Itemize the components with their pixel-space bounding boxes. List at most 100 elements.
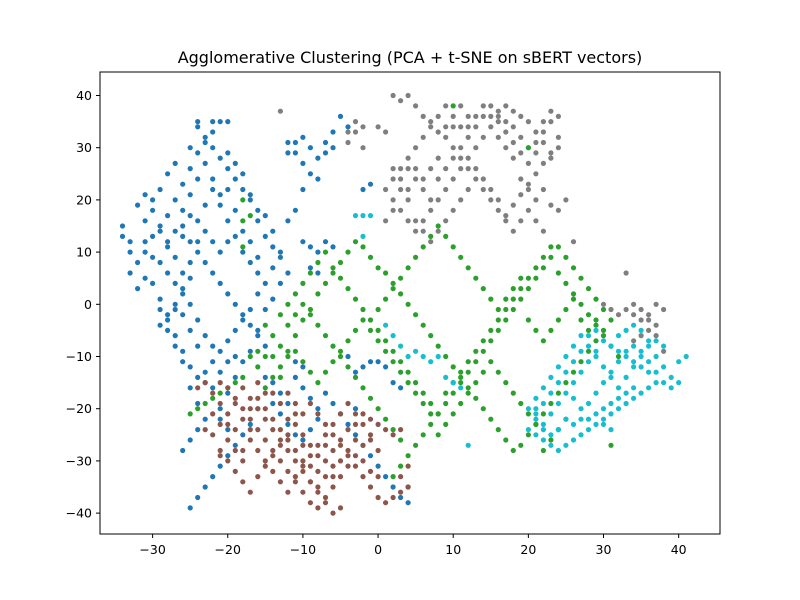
data-point [247, 489, 253, 495]
data-point [638, 364, 644, 370]
data-point [676, 380, 682, 386]
data-point [187, 239, 193, 245]
data-point [503, 218, 509, 224]
data-point [631, 322, 637, 328]
data-point [330, 463, 336, 469]
data-point [480, 369, 486, 375]
data-point [195, 374, 201, 380]
data-point [150, 254, 156, 260]
data-point [600, 406, 607, 412]
data-point [525, 207, 532, 213]
data-point [127, 270, 133, 276]
data-point [270, 374, 276, 380]
data-point [390, 197, 396, 203]
data-point [285, 322, 291, 328]
data-point [600, 327, 607, 333]
data-point [480, 134, 486, 140]
data-point [195, 249, 201, 255]
data-point [225, 458, 231, 464]
data-point [195, 400, 201, 407]
data-point [285, 353, 291, 360]
data-point [608, 400, 614, 407]
data-point [413, 176, 419, 182]
data-point [548, 327, 554, 333]
data-point [578, 333, 584, 339]
data-point [240, 374, 246, 380]
data-point [510, 306, 516, 313]
data-point [450, 124, 456, 130]
data-point [563, 380, 569, 386]
data-point [443, 166, 449, 172]
data-point [240, 385, 246, 391]
data-point [398, 176, 404, 182]
data-point [187, 213, 193, 219]
data-point [367, 317, 374, 323]
data-point [210, 119, 216, 125]
data-point [240, 447, 246, 454]
data-point [330, 474, 336, 480]
data-point [337, 442, 344, 448]
data-point [240, 479, 246, 485]
data-point [390, 484, 396, 490]
data-point [383, 427, 389, 433]
data-point [180, 223, 186, 229]
data-point [578, 301, 584, 307]
data-point [217, 447, 223, 454]
data-point [570, 265, 577, 271]
data-point [187, 145, 193, 151]
data-point [195, 124, 201, 130]
data-point [563, 306, 569, 313]
data-point [202, 369, 208, 375]
data-point [593, 411, 599, 417]
data-point [322, 239, 329, 245]
data-point [450, 390, 456, 396]
cluster-1-points [277, 92, 667, 354]
data-point [398, 463, 404, 469]
data-point [300, 186, 306, 193]
data-point [292, 374, 298, 380]
data-point [480, 103, 486, 109]
data-point [217, 463, 223, 469]
data-point [352, 129, 359, 135]
data-point [593, 296, 599, 302]
data-point [570, 437, 577, 443]
data-point [570, 291, 577, 297]
data-point [345, 353, 351, 360]
data-point [495, 197, 501, 203]
data-point [172, 197, 178, 203]
data-point [615, 312, 622, 318]
data-point [119, 233, 126, 239]
data-point [435, 228, 441, 234]
data-point [157, 223, 163, 229]
data-point [383, 296, 389, 302]
data-point [217, 400, 223, 407]
data-point [413, 312, 419, 318]
data-point [187, 275, 193, 281]
data-point [518, 286, 524, 292]
data-point [653, 369, 659, 375]
data-point [503, 103, 509, 109]
data-point [360, 306, 366, 313]
data-point [398, 186, 404, 193]
data-point [585, 416, 592, 422]
data-point [405, 301, 411, 307]
data-point [210, 239, 216, 245]
data-point [631, 338, 637, 344]
data-point [210, 474, 216, 480]
data-point [480, 186, 486, 193]
data-point [540, 265, 547, 271]
data-point [570, 239, 577, 245]
data-point [322, 421, 329, 427]
data-point [533, 327, 539, 333]
data-point [375, 265, 381, 271]
data-point [600, 338, 607, 344]
data-point [217, 192, 223, 198]
data-point [555, 447, 562, 454]
data-point [413, 218, 419, 224]
data-point [202, 202, 208, 208]
data-point [631, 395, 637, 401]
data-point [428, 359, 434, 365]
data-point [285, 150, 291, 156]
data-point [150, 197, 156, 203]
